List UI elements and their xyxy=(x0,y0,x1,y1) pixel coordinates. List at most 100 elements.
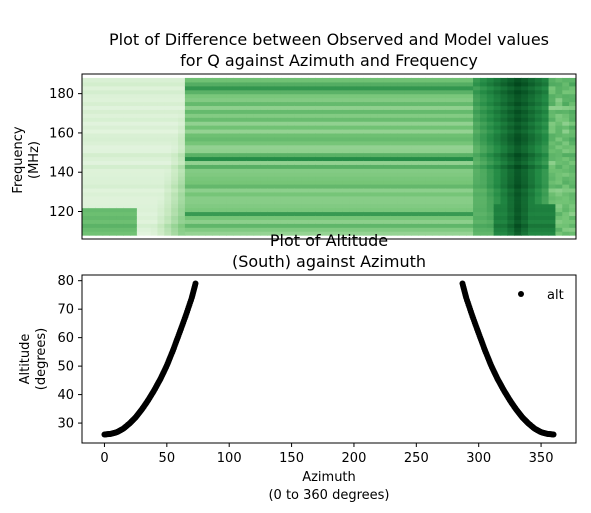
heatmap-cell xyxy=(383,156,392,162)
heatmap-cell xyxy=(294,105,303,110)
heatmap-cell xyxy=(548,187,557,193)
heatmap-cell xyxy=(349,215,358,220)
heatmap-cell xyxy=(363,156,371,162)
heatmap-cell xyxy=(102,77,111,83)
heatmap-cell xyxy=(383,121,392,126)
heatmap-cell xyxy=(178,195,186,201)
heatmap-cell xyxy=(404,203,412,209)
heatmap-cell xyxy=(226,101,234,107)
heatmap-cell xyxy=(418,219,426,224)
heatmap-cell xyxy=(123,223,131,228)
heatmap-cell xyxy=(150,195,159,201)
heatmap-cell xyxy=(232,164,241,169)
heatmap-cell xyxy=(356,203,364,209)
heatmap-cell xyxy=(294,207,303,213)
heatmap-cell xyxy=(486,109,495,114)
heatmap-cell xyxy=(404,129,412,134)
heatmap-cell xyxy=(308,136,316,142)
heatmap-cell xyxy=(541,105,550,110)
heatmap-cell xyxy=(479,199,488,205)
heatmap-cell xyxy=(356,231,364,236)
heatmap-cell xyxy=(507,211,515,217)
heatmap-cell xyxy=(555,211,563,217)
heatmap-cell xyxy=(301,219,310,224)
heatmap-cell xyxy=(198,187,207,193)
heatmap-cell xyxy=(308,93,316,99)
heatmap-cell xyxy=(253,231,261,236)
heatmap-cell xyxy=(527,207,536,213)
heatmap-cell xyxy=(507,101,515,107)
heatmap-cell xyxy=(541,125,550,130)
heatmap-cell xyxy=(555,223,563,228)
heatmap-cell xyxy=(260,199,268,205)
heatmap-cell xyxy=(109,199,117,205)
heatmap-cell xyxy=(280,85,289,91)
heatmap-cell xyxy=(232,101,241,107)
heatmap-cell xyxy=(280,97,289,103)
heatmap-cell xyxy=(329,77,337,83)
heatmap-cell xyxy=(116,117,124,122)
heatmap-cell xyxy=(95,187,104,193)
heatmap-cell xyxy=(123,180,131,185)
heatmap-cell xyxy=(479,231,488,236)
heatmap-cell xyxy=(425,132,433,138)
heatmap-cell xyxy=(473,117,481,122)
heatmap-cell xyxy=(377,144,385,150)
heatmap-cell xyxy=(411,160,419,165)
heatmap-cell xyxy=(329,93,337,99)
heatmap-cell xyxy=(349,199,358,205)
heatmap-cell xyxy=(445,156,454,162)
heatmap-cell xyxy=(226,184,234,189)
heatmap-cell xyxy=(212,195,220,201)
heatmap-cell xyxy=(246,129,255,134)
heatmap-cell xyxy=(184,144,193,150)
heatmap-cell xyxy=(349,184,358,189)
heatmap-cell xyxy=(514,184,522,189)
heatmap-cell xyxy=(404,207,412,213)
heatmap-cell xyxy=(95,129,104,134)
heatmap-cell xyxy=(253,199,261,205)
heatmap-cell xyxy=(95,93,104,99)
heatmap-cell xyxy=(562,121,570,126)
heatmap-cell xyxy=(569,113,576,118)
heatmap-cell xyxy=(301,191,310,197)
heatmap-cell xyxy=(335,89,344,95)
heatmap-cell xyxy=(212,144,220,150)
heatmap-cell xyxy=(253,187,261,193)
heatmap-cell xyxy=(219,125,227,130)
heatmap-cell xyxy=(363,231,371,236)
heatmap-cell xyxy=(548,227,557,232)
heatmap-cell xyxy=(301,89,310,95)
heatmap-cell xyxy=(287,152,296,158)
heatmap-cell xyxy=(205,203,213,209)
heatmap-cell xyxy=(411,101,419,107)
heatmap-cell xyxy=(205,219,213,224)
heatmap-cell xyxy=(569,195,576,201)
heatmap-cell xyxy=(507,184,515,189)
heatmap-cell xyxy=(541,207,550,213)
heatmap-cell xyxy=(342,117,351,122)
heatmap-cell xyxy=(130,172,138,177)
heatmap-cell xyxy=(479,117,488,122)
heatmap-cell xyxy=(390,172,399,177)
heatmap-cell xyxy=(267,199,275,205)
heatmap-cell xyxy=(191,203,200,209)
heatmap-cell xyxy=(493,125,502,130)
heatmap-cell xyxy=(479,101,488,107)
heatmap-cell xyxy=(287,164,296,169)
heatmap-cell xyxy=(534,215,543,220)
heatmap-cell xyxy=(315,195,323,201)
heatmap-cell xyxy=(329,191,337,197)
heatmap-cell xyxy=(157,140,165,146)
heatmap-cell xyxy=(521,156,529,162)
heatmap-cell xyxy=(150,81,159,87)
heatmap-cell xyxy=(445,180,454,185)
heatmap-cell xyxy=(521,172,529,177)
heatmap-cell xyxy=(411,176,419,181)
heatmap-cell xyxy=(438,85,447,91)
heatmap-cell xyxy=(329,184,337,189)
heatmap-cell xyxy=(356,152,364,158)
heatmap-cell xyxy=(534,140,543,146)
heatmap-cell xyxy=(452,187,460,193)
heatmap-cell xyxy=(109,203,117,209)
